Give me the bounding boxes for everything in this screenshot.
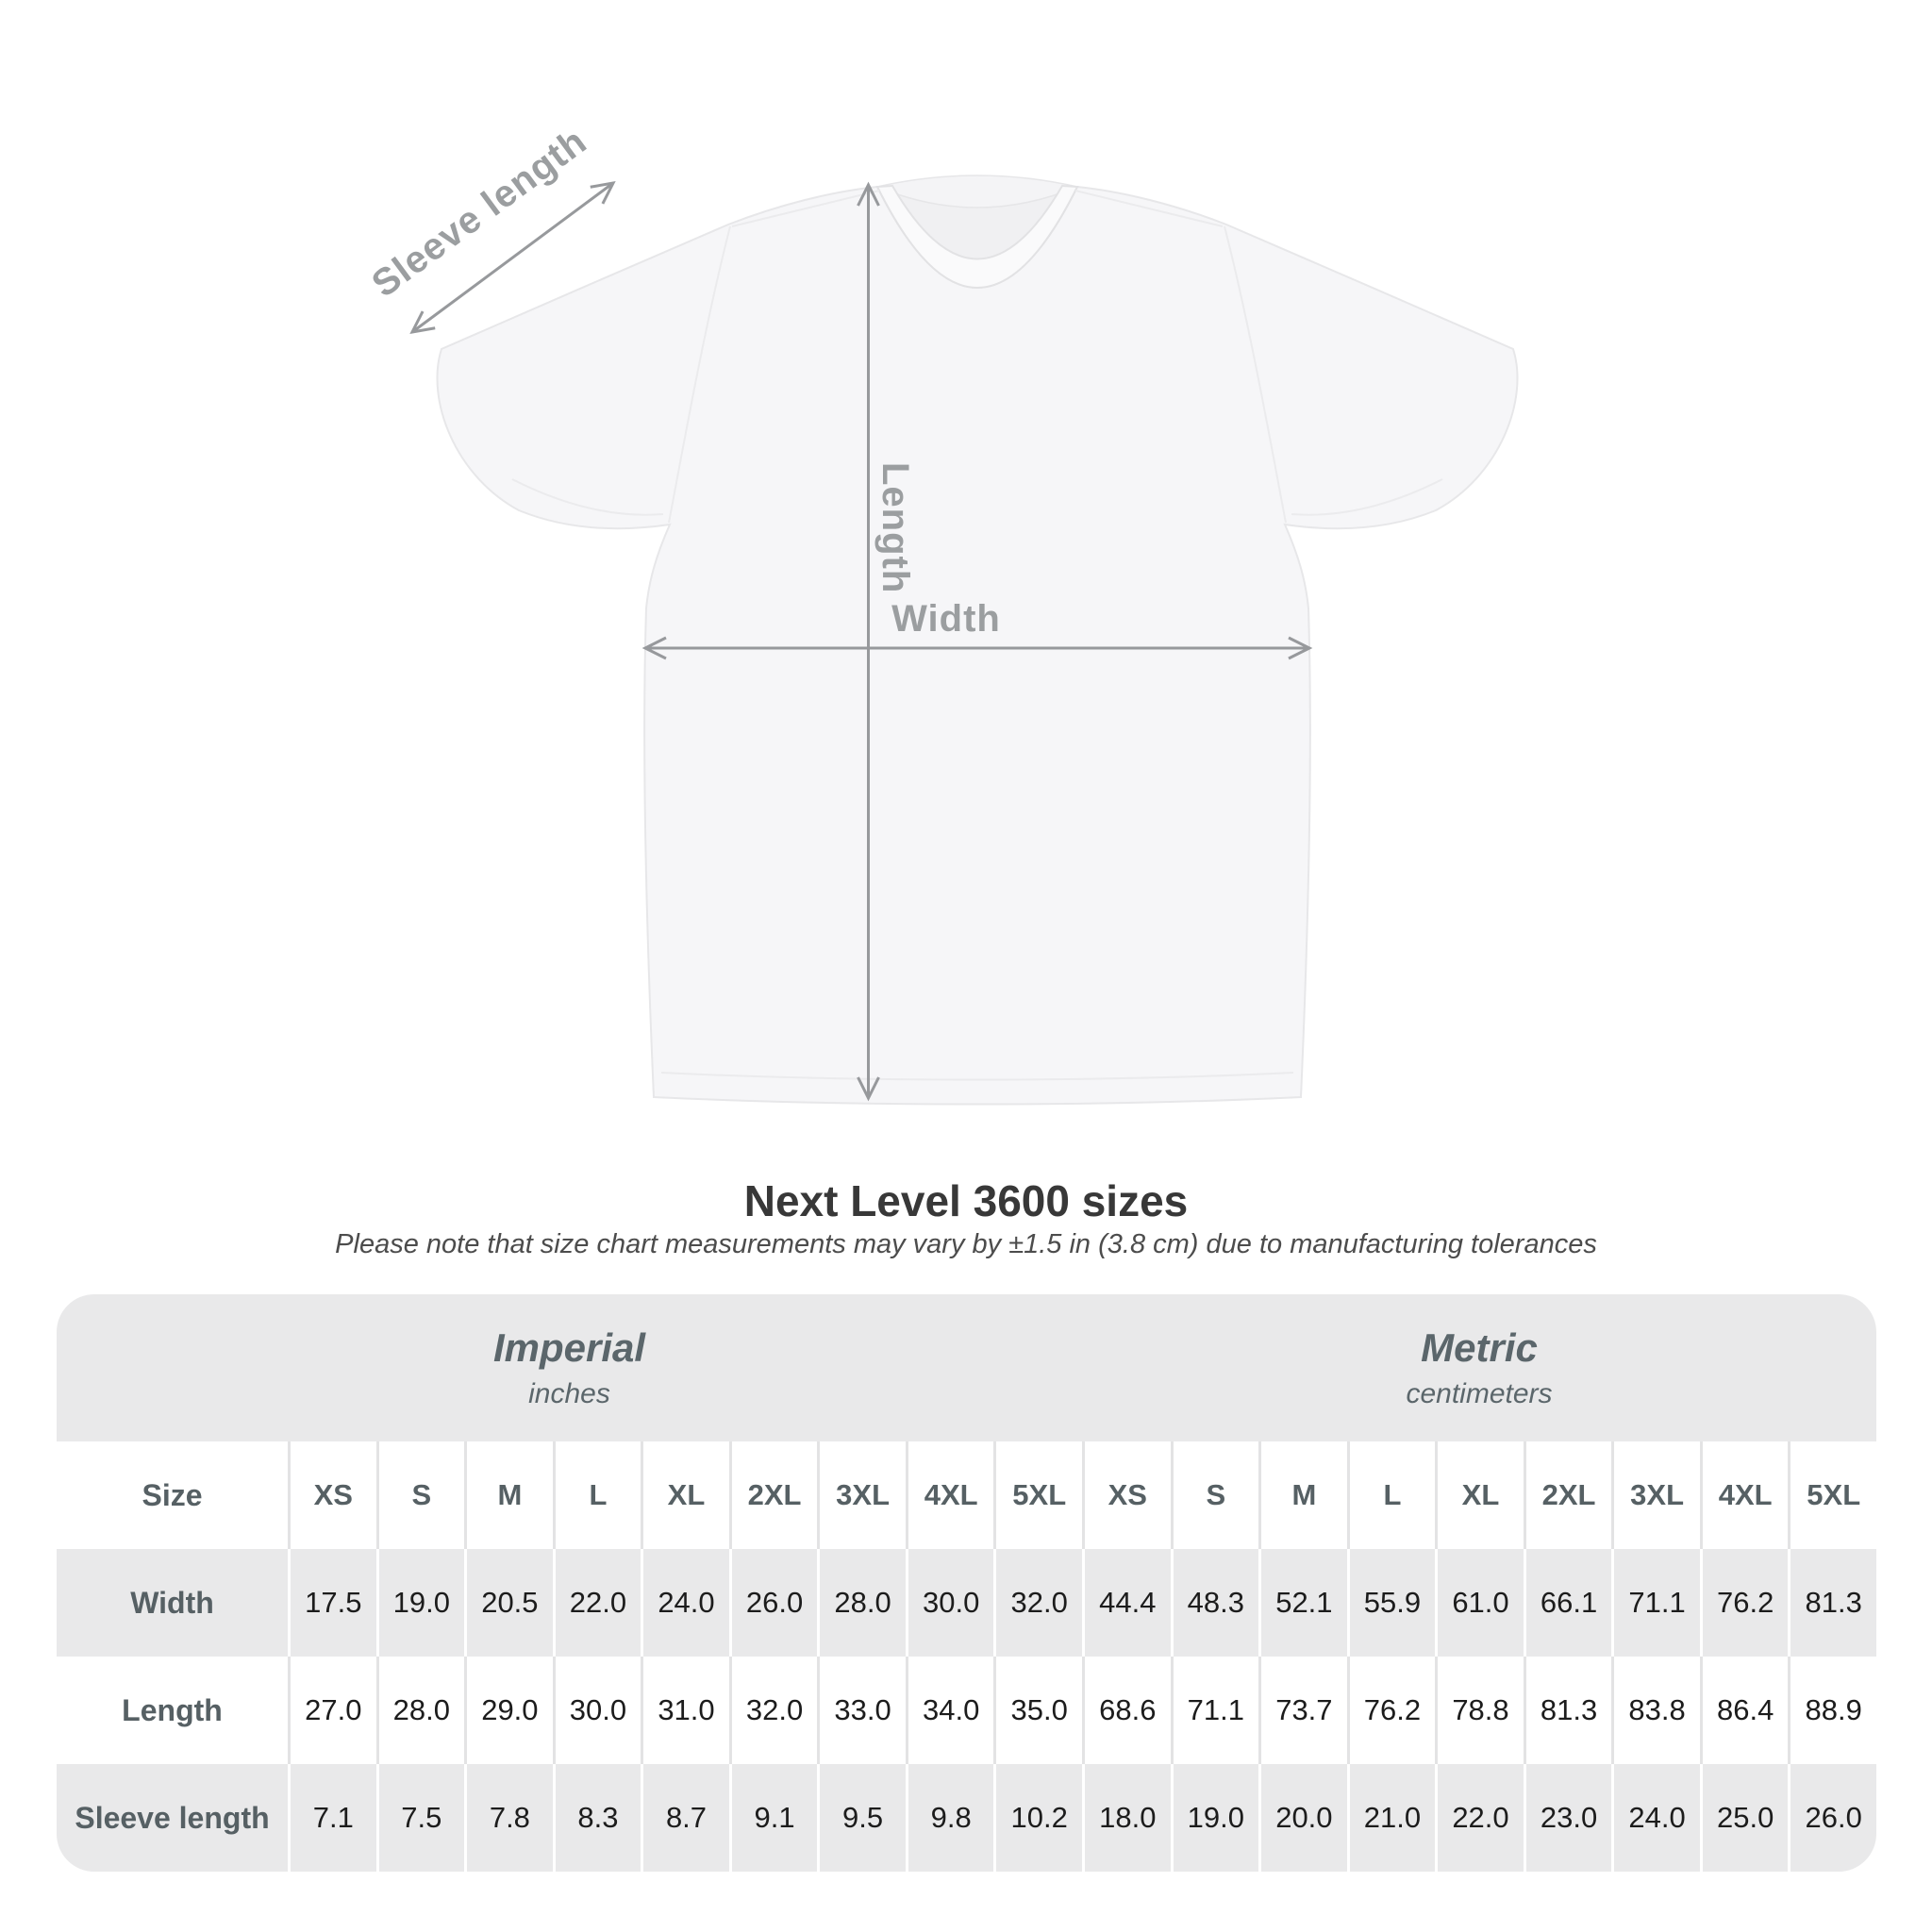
value-cell: 22.0 [552, 1549, 641, 1657]
value-cell: 26.0 [728, 1549, 818, 1657]
value-cell: 66.1 [1523, 1549, 1612, 1657]
imperial-size-xl: XL [641, 1441, 729, 1549]
metric-size-s: S [1170, 1441, 1259, 1549]
value-cell: 71.1 [1170, 1657, 1259, 1764]
value-cell: 28.0 [817, 1549, 906, 1657]
metric-label: Metric [1421, 1325, 1538, 1370]
imperial-size-xs: XS [288, 1441, 376, 1549]
value-cell: 52.1 [1258, 1549, 1347, 1657]
value-cell: 61.0 [1435, 1549, 1524, 1657]
row-label-length: Length [122, 1692, 223, 1727]
value-cell: 19.0 [1170, 1764, 1259, 1872]
metric-size-4xl: 4XL [1699, 1441, 1789, 1549]
table-row-width: Width 17.5 19.0 20.5 22.0 24.0 26.0 28.0… [57, 1549, 1876, 1657]
sleeve-length-label: Sleeve length [364, 120, 594, 305]
imperial-size-4xl: 4XL [905, 1441, 994, 1549]
size-table: Imperial inches Metric centimeters Size … [57, 1294, 1876, 1872]
value-cell: 8.3 [552, 1764, 641, 1872]
length-label: Length [874, 462, 916, 593]
value-cell: 26.0 [1788, 1764, 1876, 1872]
tolerance-note: Please note that size chart measurements… [335, 1229, 1597, 1259]
value-cell: 71.1 [1611, 1549, 1700, 1657]
metric-unit: centimeters [1406, 1378, 1553, 1409]
value-cell: 30.0 [905, 1549, 994, 1657]
imperial-size-3xl: 3XL [817, 1441, 906, 1549]
value-cell: 23.0 [1523, 1764, 1612, 1872]
value-cell: 25.0 [1699, 1764, 1789, 1872]
metric-size-5xl: 5XL [1788, 1441, 1876, 1549]
value-cell: 9.8 [905, 1764, 994, 1872]
value-cell: 22.0 [1435, 1764, 1524, 1872]
value-cell: 9.1 [728, 1764, 818, 1872]
value-cell: 33.0 [817, 1657, 906, 1764]
value-cell: 9.5 [817, 1764, 906, 1872]
value-cell: 29.0 [464, 1657, 553, 1764]
tshirt-diagram: Sleeve length Length Width [364, 120, 1519, 1106]
value-cell: 81.3 [1523, 1657, 1612, 1764]
value-cell: 68.6 [1082, 1657, 1171, 1764]
value-cell: 32.0 [728, 1657, 818, 1764]
imperial-size-2xl: 2XL [728, 1441, 818, 1549]
value-cell: 7.1 [288, 1764, 376, 1872]
row-label-sleeve-length: Sleeve length [75, 1800, 270, 1835]
page-title: Next Level 3600 sizes [743, 1176, 1189, 1225]
metric-size-xl: XL [1435, 1441, 1524, 1549]
value-cell: 35.0 [993, 1657, 1082, 1764]
value-cell: 28.0 [375, 1657, 465, 1764]
imperial-size-m: M [464, 1441, 553, 1549]
table-row-sleeve-length: Sleeve length 7.1 7.5 7.8 8.3 8.7 9.1 9.… [57, 1764, 1876, 1872]
imperial-size-l: L [552, 1441, 641, 1549]
table-row-length: Length 27.0 28.0 29.0 30.0 31.0 32.0 33.… [57, 1657, 1876, 1764]
metric-size-2xl: 2XL [1523, 1441, 1612, 1549]
value-cell: 17.5 [288, 1549, 376, 1657]
imperial-unit: inches [528, 1378, 610, 1409]
value-cell: 34.0 [905, 1657, 994, 1764]
value-cell: 48.3 [1170, 1549, 1259, 1657]
size-header-row: Size XS S M L XL 2XL 3XL 4XL 5XL XS S M … [57, 1441, 1876, 1549]
value-cell: 19.0 [375, 1549, 465, 1657]
value-cell: 55.9 [1346, 1549, 1436, 1657]
value-cell: 76.2 [1346, 1657, 1436, 1764]
imperial-size-s: S [375, 1441, 465, 1549]
value-cell: 27.0 [288, 1657, 376, 1764]
row-label-width: Width [130, 1585, 214, 1620]
value-cell: 7.5 [375, 1764, 465, 1872]
width-label: Width [891, 598, 1001, 640]
shirt-seams [511, 190, 1443, 1081]
value-cell: 24.0 [1611, 1764, 1700, 1872]
metric-size-l: L [1346, 1441, 1436, 1549]
unit-header-band: Imperial inches Metric centimeters [57, 1294, 1876, 1441]
value-cell: 8.7 [641, 1764, 729, 1872]
value-cell: 44.4 [1082, 1549, 1171, 1657]
value-cell: 81.3 [1788, 1549, 1876, 1657]
metric-size-3xl: 3XL [1611, 1441, 1700, 1549]
value-cell: 78.8 [1435, 1657, 1524, 1764]
sleeve-length-arrow [409, 181, 616, 334]
tshirt-body [436, 185, 1519, 1106]
value-cell: 86.4 [1699, 1657, 1789, 1764]
value-cell: 30.0 [552, 1657, 641, 1764]
imperial-size-5xl: 5XL [993, 1441, 1082, 1549]
metric-size-xs: XS [1082, 1441, 1171, 1549]
collar-band [875, 184, 1079, 289]
value-cell: 32.0 [993, 1549, 1082, 1657]
value-cell: 88.9 [1788, 1657, 1876, 1764]
value-cell: 24.0 [641, 1549, 729, 1657]
imperial-group-header: Imperial inches [57, 1294, 1082, 1441]
value-cell: 20.0 [1258, 1764, 1347, 1872]
value-cell: 73.7 [1258, 1657, 1347, 1764]
value-cell: 20.5 [464, 1549, 553, 1657]
metric-group-header: Metric centimeters [1082, 1294, 1876, 1441]
metric-size-m: M [1258, 1441, 1347, 1549]
value-cell: 7.8 [464, 1764, 553, 1872]
value-cell: 83.8 [1611, 1657, 1700, 1764]
size-column-header: Size [142, 1477, 203, 1512]
value-cell: 10.2 [993, 1764, 1082, 1872]
imperial-label: Imperial [492, 1325, 646, 1370]
value-cell: 31.0 [641, 1657, 729, 1764]
value-cell: 21.0 [1346, 1764, 1436, 1872]
value-cell: 18.0 [1082, 1764, 1171, 1872]
value-cell: 76.2 [1699, 1549, 1789, 1657]
